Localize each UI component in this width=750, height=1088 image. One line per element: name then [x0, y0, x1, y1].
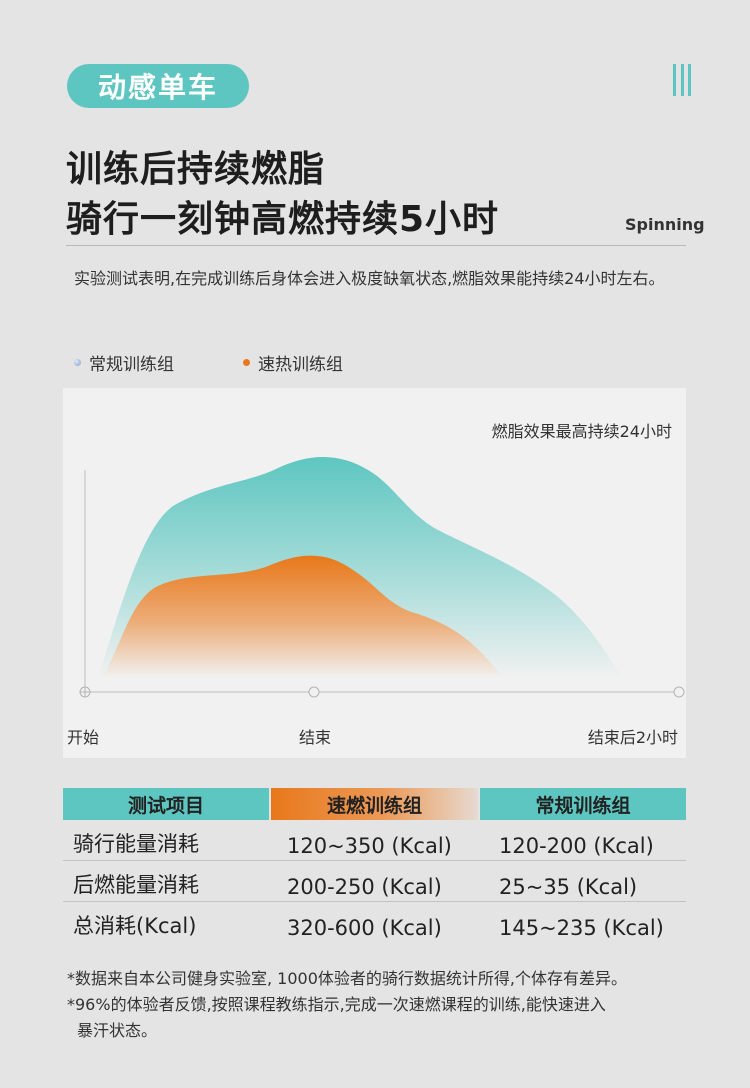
table-row: 总消耗(Kcal) 320-600 (Kcal) 145~235 (Kcal) [63, 902, 686, 942]
chart-annotation: 燃脂效果最高持续24小时 [491, 422, 672, 441]
footnote-2: *96%的体验者反馈,按照课程教练指示,完成一次速燃课程的训练,能快速进入 [67, 995, 606, 1014]
cell-regular: 25~35 (Kcal) [499, 875, 638, 899]
area-chart [79, 457, 685, 698]
headline-line-2: 骑行一刻钟高燃持续5小时 [66, 199, 500, 240]
table-header: 测试项目 速燃训练组 常规训练组 [63, 788, 686, 820]
footnote-2-cont: 暴汗状态。 [77, 1021, 158, 1040]
cell-item: 后燃能量消耗 [73, 873, 199, 897]
legend-regular-dot [74, 359, 81, 366]
x-label-end: 结束 [299, 728, 332, 747]
cell-fast: 200-250 (Kcal) [287, 875, 442, 899]
cell-fast: 120~350 (Kcal) [287, 834, 452, 858]
header-fast-group: 速燃训练组 [271, 788, 478, 820]
x-tick-end [308, 686, 320, 698]
table-row: 后燃能量消耗 200-250 (Kcal) 25~35 (Kcal) [63, 861, 686, 902]
legend-regular: 常规训练组 [74, 350, 174, 375]
x-tick-start [79, 686, 91, 698]
x-label-start: 开始 [67, 728, 100, 747]
cell-fast: 320-600 (Kcal) [287, 916, 442, 940]
header-test-item: 测试项目 [63, 788, 269, 820]
chart-panel: 燃脂效果最高持续24小时 开始 结束 结束后2小时 [63, 388, 686, 758]
cell-regular: 120-200 (Kcal) [499, 834, 654, 858]
menu-icon[interactable] [673, 64, 691, 96]
footnote-1: *数据来自本公司健身实验室, 1000体验者的骑行数据统计所得,个体存有差异。 [67, 969, 627, 988]
header-regular-group: 常规训练组 [480, 788, 686, 820]
table-row: 骑行能量消耗 120~350 (Kcal) 120-200 (Kcal) [63, 820, 686, 861]
comparison-table: 测试项目 速燃训练组 常规训练组 骑行能量消耗 120~350 (Kcal) 1… [63, 788, 686, 942]
legend-fast-dot [243, 359, 250, 366]
legend-regular-label: 常规训练组 [89, 355, 174, 375]
cell-regular: 145~235 (Kcal) [499, 916, 664, 940]
divider [66, 245, 686, 246]
area-fast [103, 555, 503, 678]
headline-line-1: 训练后持续燃脂 [66, 149, 326, 190]
x-label-end-2h: 结束后2小时 [587, 728, 678, 747]
cell-item: 骑行能量消耗 [73, 832, 199, 856]
x-tick-end-2h [673, 686, 685, 698]
spinning-label: Spinning [625, 215, 705, 234]
legend-fast-label: 速热训练组 [258, 355, 343, 375]
legend-fast: 速热训练组 [243, 350, 343, 375]
cell-item: 总消耗(Kcal) [73, 914, 197, 938]
intro-text: 实验测试表明,在完成训练后身体会进入极度缺氧状态,燃脂效果能持续24小时左右。 [74, 269, 665, 288]
category-tag: 动感单车 [67, 64, 249, 108]
